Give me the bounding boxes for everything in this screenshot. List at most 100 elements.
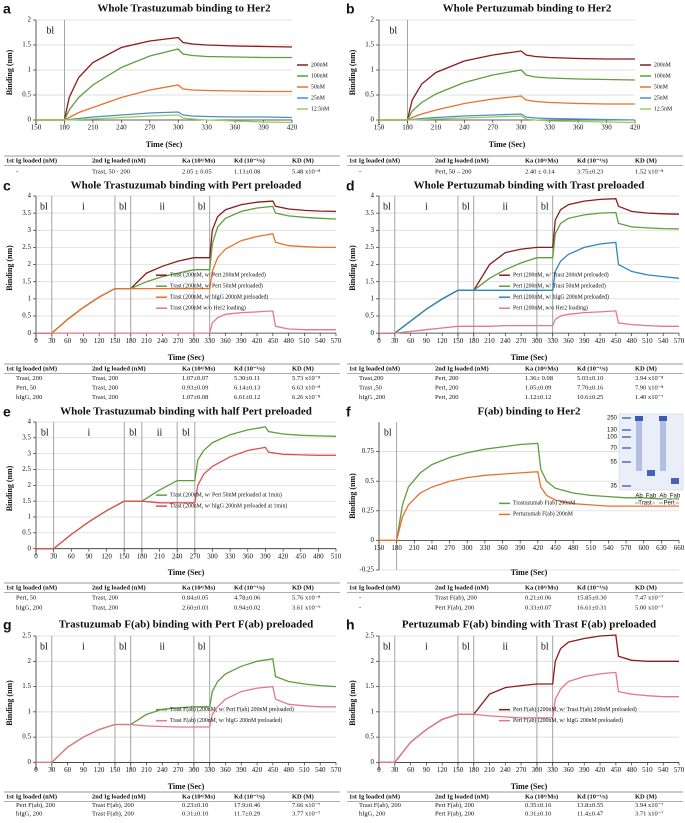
y-tick-label: 1 [28, 707, 32, 715]
x-tick-label: 360 [563, 766, 574, 774]
table-cell: 11.4±0.47 [577, 810, 604, 817]
series-line [36, 232, 336, 334]
table-cell: 7.66 x10⁻⁷ [292, 802, 320, 809]
x-tick-label: 270 [516, 337, 527, 345]
gel-ladder-band [622, 429, 631, 431]
legend-label: 200nM [311, 62, 328, 68]
x-tick-label: 300 [532, 337, 543, 345]
table-cell: 0.35±0.16 [525, 802, 552, 809]
x-tick-label: 0 [377, 766, 381, 774]
table-cell: 1.52 x10⁻⁸ [635, 168, 664, 175]
legend-label: Pert (200nM, w/o Her2 loading) [513, 305, 588, 312]
x-tick-label: 150 [453, 337, 464, 345]
phase-label: bl [40, 201, 48, 212]
legend-label: Pertuzumab F(ab) 200nM [513, 511, 573, 518]
x-tick-label: 90 [85, 552, 93, 560]
x-tick-label: 450 [611, 766, 622, 774]
y-tick-label: 1 [371, 707, 375, 715]
legend-label: 50nM [654, 84, 668, 90]
table-cell: 0.94±0.02 [234, 604, 260, 611]
gel-ladder-band [622, 447, 631, 449]
y-tick-label: 3.5 [365, 209, 374, 217]
phase-label: ii [503, 641, 509, 652]
table-cell: 4.78±0.06 [234, 594, 261, 601]
y-tick-label: 0 [371, 536, 375, 544]
x-tick-label: 450 [295, 552, 306, 560]
panel: c Whole Trastuzumab binding with Pert pre… [3, 178, 342, 401]
x-tick-label: 390 [579, 766, 590, 774]
table-header: 2nd Ig loaded (nM) [92, 157, 146, 164]
table-header: 2nd Ig loaded (nM) [435, 365, 489, 372]
x-tick-label: 360 [573, 124, 584, 132]
y-tick-label: 4 [371, 192, 375, 200]
table-cell: 11.7±0.29 [234, 810, 260, 817]
x-tick-label: 570 [674, 337, 685, 345]
y-axis-label: Binding (nm) [348, 49, 357, 95]
table-cell: 0.93±0.09 [182, 384, 208, 391]
phase-label: bl [40, 641, 48, 652]
table-cell: Trast, 200 [16, 375, 42, 382]
table-cell: Pert F(ab), 200 [16, 802, 55, 809]
table-cell: Trast F(ab), 200 [359, 802, 401, 809]
phase-label: bl [182, 427, 190, 438]
table-cell: 6.61±0.12 [234, 394, 260, 401]
x-axis-label: Time (Sec) [489, 140, 526, 149]
x-tick-label: 270 [190, 552, 201, 560]
series-line [36, 205, 337, 334]
x-tick-label: 510 [642, 766, 653, 774]
x-tick-label: 60 [64, 337, 72, 345]
phase-label: bl [119, 641, 127, 652]
x-tick-label: 390 [236, 337, 247, 345]
table-header: KD (M) [292, 793, 314, 800]
table-header: 2nd Ig loaded (nM) [435, 584, 489, 591]
y-tick-label: 0 [28, 758, 32, 766]
panel-letter: e [3, 404, 11, 420]
x-tick-label: 510 [331, 552, 342, 560]
x-tick-label: 210 [141, 337, 152, 345]
table-cell: 1.07±0.07 [182, 375, 209, 382]
table-cell: 3.61 x10⁻⁹ [292, 604, 321, 611]
x-tick-label: 330 [204, 337, 215, 345]
table-cell: hIgG, 200 [359, 810, 385, 817]
y-tick-label: 2 [28, 657, 32, 665]
table-cell: Pert, 200 [435, 375, 458, 382]
x-tick-label: 210 [431, 124, 442, 132]
x-tick-label: 480 [313, 552, 324, 560]
y-tick-label: 3 [28, 449, 32, 457]
table-header: 1st Ig loaded (nM) [349, 793, 400, 800]
x-tick-label: 90 [423, 337, 431, 345]
table-cell: 1.12±0.12 [525, 394, 551, 401]
x-tick-label: 210 [141, 766, 152, 774]
x-tick-label: 450 [611, 337, 622, 345]
legend-label: Pert F(ab) (200nM, w/ hIgG 200nM preload… [513, 717, 623, 724]
y-tick-label: 1.5 [365, 277, 374, 285]
table-header: 1st Ig loaded (nM) [349, 365, 400, 372]
table-cell: hIgG, 200 [16, 810, 42, 817]
chart-title: Whole Pertuzumab binding with Trast prel… [414, 180, 645, 192]
table-header: 2nd Ig loaded (nM) [92, 584, 146, 591]
table-cell: 3.71 x10⁻⁷ [635, 810, 663, 817]
y-tick-label: 3.5 [22, 209, 31, 217]
x-tick-label: 480 [568, 544, 579, 552]
x-tick-label: 660 [674, 544, 685, 552]
legend-label: 100nM [311, 73, 328, 79]
legend-label: Trast (200nM, w/ hIgG 200nM preloaded) [170, 294, 268, 301]
x-tick-label: 240 [500, 766, 511, 774]
x-tick-label: 420 [595, 337, 606, 345]
table-cell: Trast, 200 [92, 394, 118, 401]
y-tick-label: 1 [28, 513, 32, 521]
x-tick-label: 330 [547, 766, 558, 774]
series-line [379, 442, 679, 542]
y-tick-label: 0.5 [22, 91, 31, 99]
x-tick-label: 180 [468, 337, 479, 345]
chart-title: F(ab) binding to Her2 [478, 406, 581, 418]
table-cell: - [359, 168, 361, 175]
series-line [36, 48, 292, 121]
x-tick-label: 330 [480, 544, 491, 552]
table-cell: 2.60±0.03 [182, 604, 208, 611]
series-line [36, 114, 293, 124]
y-tick-label: 1.5 [365, 41, 374, 49]
table-header: KD (M) [292, 157, 314, 164]
chart-title: Trastuzumab F(ab) binding with Pert F(ab… [59, 619, 313, 631]
y-axis-label: Binding (nm) [348, 680, 357, 726]
